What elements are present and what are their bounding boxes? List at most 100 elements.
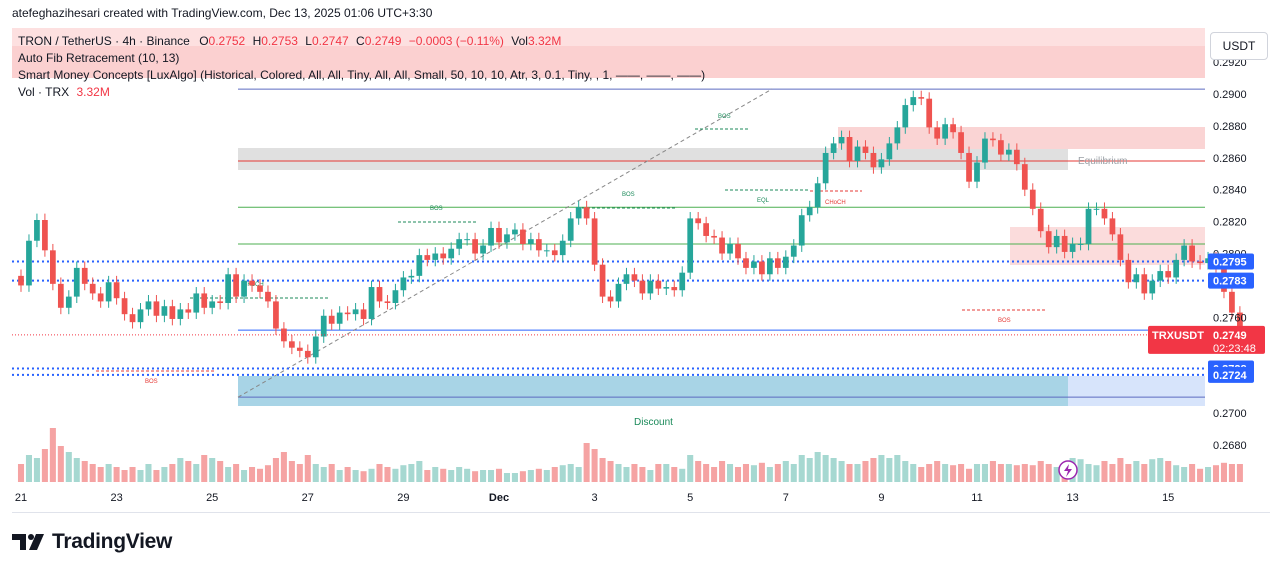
volume-bar [249,467,256,482]
volume-bar [1125,464,1132,482]
candle-body [424,255,431,260]
structure-label: BOS [998,318,1011,324]
candle-body [719,237,725,254]
candle-body [1109,218,1116,235]
candle-body [1117,234,1124,260]
high-label: H [252,34,262,48]
candle-body [766,258,773,275]
volume-bar [519,471,526,482]
volume-bar [639,467,646,482]
symbol-legend[interactable]: TRON / TetherUS · 4h · Binance O0.2752 H… [18,34,561,48]
candle-body [288,341,295,348]
candle-body [416,255,423,276]
volume-bar [488,470,495,482]
candle-body [153,301,160,316]
y-axis-tick: 0.2820 [1213,217,1247,229]
tradingview-logo[interactable]: TradingView [12,529,172,555]
volume-bar [950,465,957,482]
open-label: O [199,34,209,48]
volume-bar [679,468,686,482]
symbol-name[interactable]: TRON / TetherUS · 4h · Binance [18,34,190,48]
candle-body [97,293,104,302]
candle-body [862,146,869,153]
candle-body [982,138,988,163]
volume-bar [655,464,662,482]
structure-label: CHoCH [825,200,846,206]
candle-body [42,220,48,251]
volume-bar [280,452,287,482]
candle-body [1005,149,1012,155]
volume-bar [926,464,933,482]
x-axis-tick: 11 [971,492,982,504]
volume-bar [695,461,702,482]
candle-body [49,250,56,284]
volume-bar [1157,458,1164,482]
volume-bar [511,473,518,482]
candle-body [57,283,64,308]
candle-body [711,235,717,238]
candle-body [591,218,598,265]
x-axis-tick: 9 [878,492,884,504]
fib-anchor-line [237,88,773,398]
candle-body [161,306,168,316]
y-axis-tick: 0.2860 [1213,153,1247,165]
candle-body [1069,243,1076,252]
volume-indicator-legend[interactable]: Vol · TRX 3.32M [18,85,110,99]
candle-body [639,280,646,294]
candle-body [89,283,96,294]
volume-bar [97,467,104,482]
discount-zone [238,376,1068,406]
candle-body [512,229,518,235]
volume-bar [1117,458,1124,482]
candle-body [782,256,789,268]
x-axis-tick: 29 [397,492,409,504]
candle-body [201,293,208,308]
fib-indicator-legend[interactable]: Auto Fib Retracement (10, 13) [18,51,180,65]
close-label: C [356,34,365,48]
volume-bar [886,458,893,482]
volume-bar [663,464,670,482]
candle-body [743,258,749,268]
volume-bar [734,467,742,482]
volume-bar [766,467,773,482]
volume-bar [966,468,973,482]
candle-body [257,285,263,292]
candle-body [663,287,670,289]
volume-bar [671,467,678,482]
y-axis-tick: 0.2760 [1213,312,1247,324]
volume-bar [256,468,264,482]
volume-bar [424,470,431,482]
volume-bar [105,464,112,482]
candle-body [631,274,638,281]
smc-indicator-legend[interactable]: Smart Money Concepts [LuxAlgo] (Historic… [18,68,706,82]
candle-body [671,287,678,291]
bottom-divider [12,512,1270,513]
candle-body [145,301,152,310]
y-axis-tick: 0.2880 [1213,121,1247,133]
equilibrium-label: Equilibrium [1078,156,1127,167]
candle-body [1157,271,1164,281]
volume-bar [153,470,160,482]
chart-area[interactable]: Equilibrium Discount BOS BOS BOS BOS CHoCH EQL C… [0,24,1281,514]
volume-bar [615,464,622,482]
candle-body [320,315,327,337]
candle-body [408,275,415,278]
brand-name: TradingView [52,530,173,553]
candle-body [567,218,574,241]
volume-bar [687,455,694,482]
volume-bar [432,467,439,482]
volume-bar [1045,464,1052,482]
candle-body [456,239,463,249]
candle-body [137,309,144,323]
volume-bar [599,458,606,482]
y-axis-tick: 0.2680 [1213,440,1247,452]
volume-bar [1013,465,1020,482]
currency-unit-button[interactable]: USDT [1210,32,1268,60]
low-label: L [305,34,312,48]
volume-bar [1165,461,1172,482]
volume-bar [416,461,423,482]
volume-bar [942,464,949,482]
candle-body [265,291,271,302]
candle-body [336,312,343,324]
candlestick-chart[interactable]: Equilibrium Discount BOS BOS BOS BOS CHoCH EQL C… [0,24,1281,514]
